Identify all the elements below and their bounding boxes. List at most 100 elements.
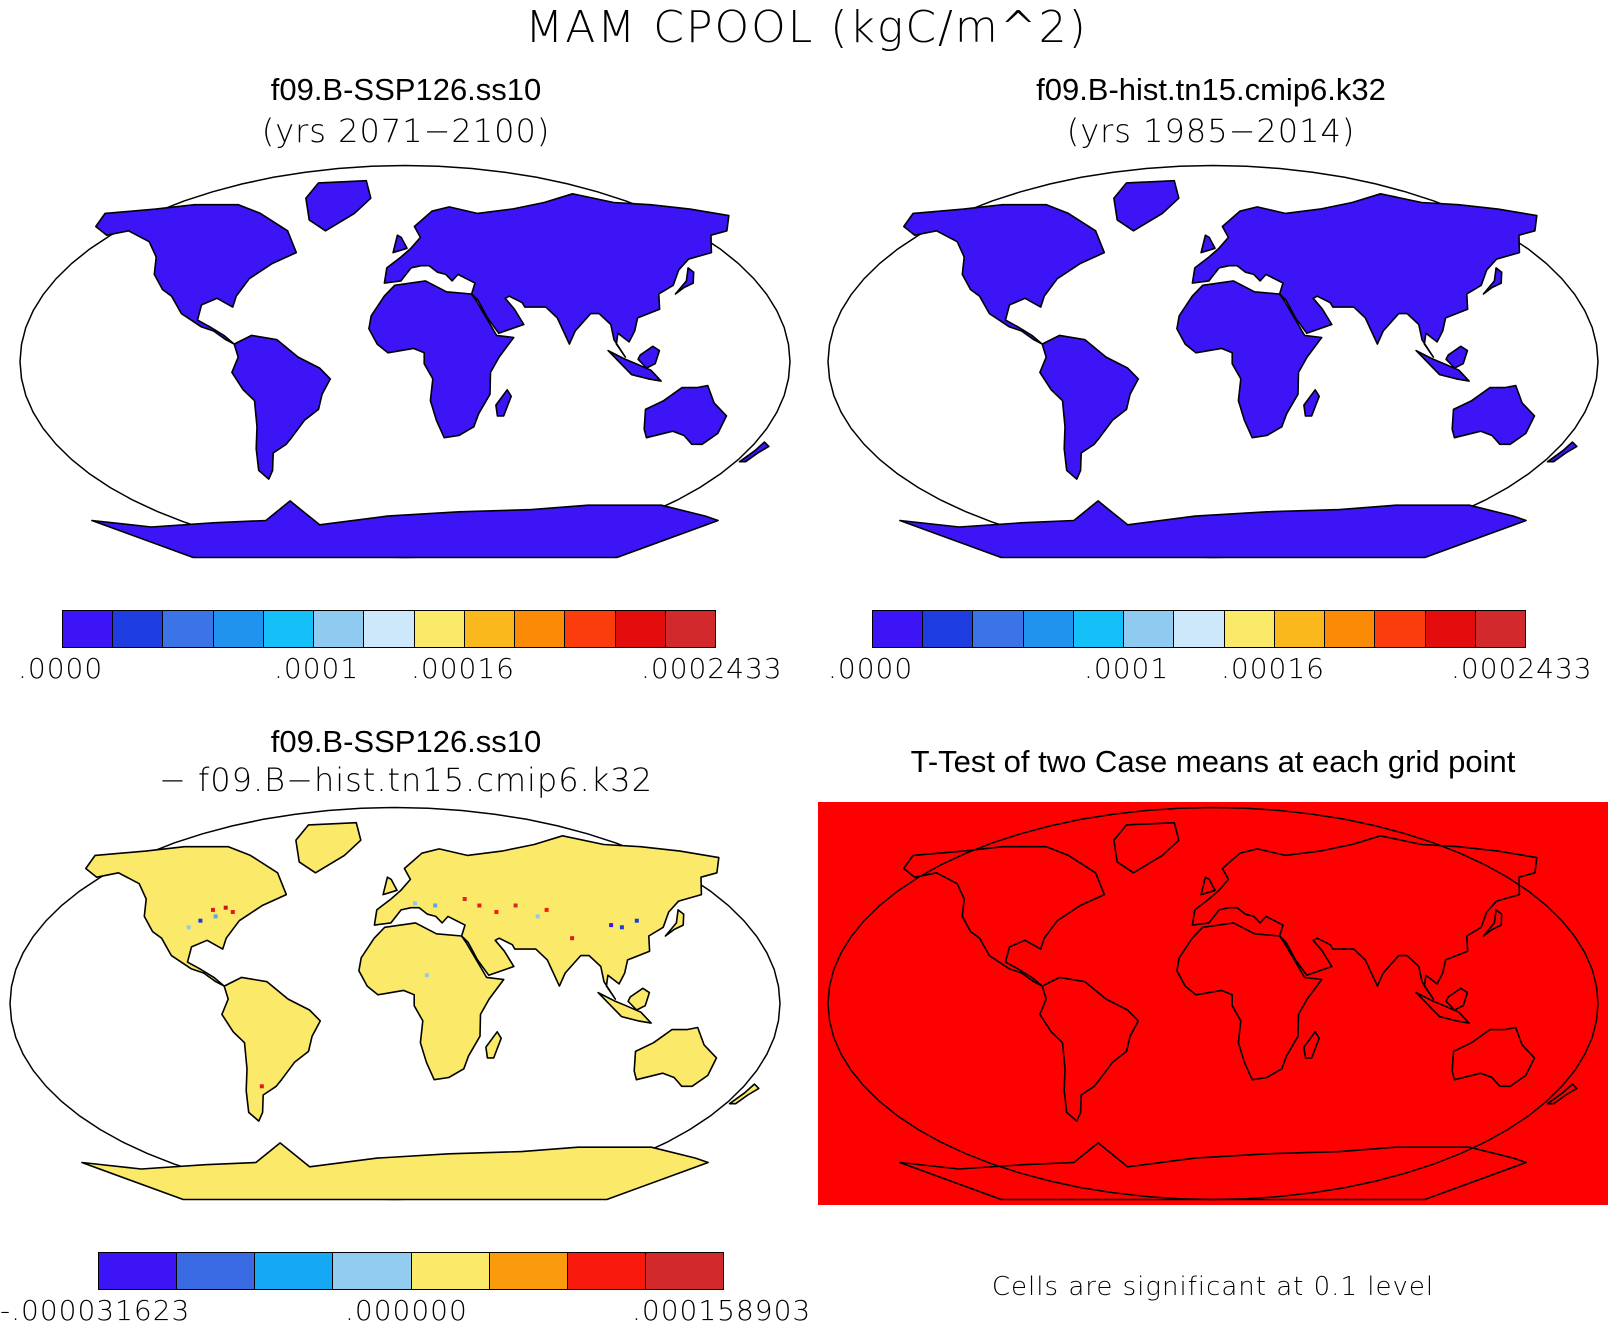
- landmass-eurasia: [383, 192, 730, 358]
- landmass-japan: [1482, 909, 1503, 937]
- landmass-south-america: [231, 334, 332, 480]
- colorbar-cell: [1475, 611, 1526, 647]
- landmass-africa: [368, 280, 515, 439]
- colorbar-cell: [1325, 611, 1376, 647]
- difference-grid-cell: [230, 910, 235, 914]
- landmass-uk: [382, 876, 398, 896]
- landmass-japan: [674, 267, 695, 295]
- colorbar-cell: [314, 611, 365, 647]
- colorbar-cell: [333, 1253, 412, 1289]
- landmass-north-america: [85, 845, 288, 987]
- colorbar-cell: [255, 1253, 334, 1289]
- landmass-new-zealand: [728, 1083, 760, 1105]
- landmass-australia: [1451, 1026, 1536, 1088]
- difference-grid-cell: [433, 903, 438, 908]
- colorbar-cell: [414, 611, 465, 647]
- colorbar-difference-tick: .000000: [345, 1294, 468, 1327]
- colorbar-cell: [665, 611, 716, 647]
- colorbar-cell: [364, 611, 415, 647]
- landmass-greenland: [305, 179, 372, 232]
- landmass-antarctica: [91, 500, 719, 559]
- landmass-north-america: [903, 845, 1106, 987]
- landmass-africa: [1176, 280, 1323, 439]
- figure-title: MAM CPOOL (kgC/m^2): [525, 2, 1088, 53]
- landmass-africa: [1176, 922, 1323, 1081]
- colorbar-cell: [615, 611, 666, 647]
- landmass-greenland: [295, 821, 362, 874]
- ttest-footnote: Cells are significant at 0.1 level: [991, 1272, 1435, 1302]
- panel-difference-subtitle: − f09.B−hist.tn15.cmip6.k32: [159, 761, 653, 799]
- landmass-madagascar: [485, 1031, 503, 1059]
- landmass-eurasia: [1191, 834, 1538, 1000]
- colorbar-historical-tick: .0002433: [1451, 652, 1593, 685]
- significance-field: [818, 802, 1608, 1205]
- landmass-new-zealand: [1546, 441, 1578, 463]
- colorbar-difference-tick: .000158903: [632, 1294, 812, 1327]
- colorbar-cell: [113, 611, 164, 647]
- difference-grid-cell: [535, 914, 540, 919]
- colorbar-cell: [99, 1253, 178, 1289]
- landmass-south-america: [1039, 334, 1140, 480]
- colorbar-cell: [1124, 611, 1175, 647]
- panel-historical-subtitle: (yrs 1985−2014): [1066, 112, 1356, 150]
- colorbar-cell: [923, 611, 974, 647]
- colorbar-cell: [645, 1253, 723, 1289]
- colorbar-future-tick: .00016: [411, 652, 515, 685]
- landmass-madagascar: [1303, 1031, 1321, 1059]
- landmass-antarctica: [899, 1142, 1527, 1201]
- colorbar-future-tick: .0002433: [641, 652, 783, 685]
- difference-grid-cell: [424, 973, 429, 978]
- difference-grid-cell: [413, 901, 417, 906]
- difference-grid-cell: [609, 923, 614, 928]
- landmass-north-america: [95, 203, 298, 345]
- colorbar-future-tick: .0001: [274, 652, 360, 685]
- landmass-japan: [1482, 267, 1503, 295]
- difference-grid-cell: [259, 1084, 264, 1089]
- colorbar-cell: [163, 611, 214, 647]
- landmass-madagascar: [1303, 389, 1321, 417]
- difference-grid-cell: [570, 936, 575, 941]
- colorbar-historical: [872, 610, 1526, 648]
- landmass-japan: [664, 909, 685, 937]
- landmass-uk: [392, 234, 408, 254]
- landmass-eurasia: [1191, 192, 1538, 358]
- landmass-africa: [358, 922, 505, 1081]
- colorbar-cell: [1023, 611, 1074, 647]
- colorbar-cell: [263, 611, 315, 647]
- difference-grid-cell: [213, 914, 218, 919]
- landmass-new-zealand: [1546, 1083, 1578, 1105]
- difference-grid-cell: [477, 903, 482, 908]
- colorbar-historical-tick: .0001: [1084, 652, 1170, 685]
- difference-grid-cell: [198, 918, 203, 923]
- landmass-greenland: [1113, 821, 1180, 874]
- colorbar-cell: [213, 611, 264, 647]
- colorbar-future: [62, 610, 716, 648]
- colorbar-cell: [1274, 611, 1326, 647]
- colorbar-cell: [177, 1253, 256, 1289]
- landmass-borneo: [637, 345, 661, 369]
- landmass-uk: [1200, 876, 1216, 896]
- landmass-south-america: [221, 976, 322, 1122]
- difference-grid-cell: [513, 903, 518, 908]
- colorbar-cell: [63, 611, 114, 647]
- colorbar-cell: [515, 611, 566, 647]
- landmass-madagascar: [495, 389, 513, 417]
- landmass-borneo: [627, 987, 651, 1011]
- landmass-uk: [1200, 234, 1216, 254]
- landmass-australia: [633, 1026, 718, 1088]
- colorbar-difference-tick: -.000031623: [0, 1294, 191, 1327]
- landmass-borneo: [1445, 987, 1469, 1011]
- colorbar-cell: [973, 611, 1024, 647]
- landmass-australia: [1451, 384, 1536, 446]
- map-future: [19, 164, 791, 559]
- landmass-new-zealand: [738, 441, 770, 463]
- panel-historical-title: f09.B-hist.tn15.cmip6.k32: [1036, 72, 1386, 107]
- difference-grid-cell: [462, 897, 467, 901]
- difference-grid-cell: [223, 905, 228, 910]
- colorbar-cell: [464, 611, 516, 647]
- colorbar-cell: [1375, 611, 1426, 647]
- colorbar-cell: [1174, 611, 1225, 647]
- colorbar-cell: [489, 1253, 568, 1289]
- colorbar-cell: [1073, 611, 1125, 647]
- difference-grid-cell: [211, 907, 215, 912]
